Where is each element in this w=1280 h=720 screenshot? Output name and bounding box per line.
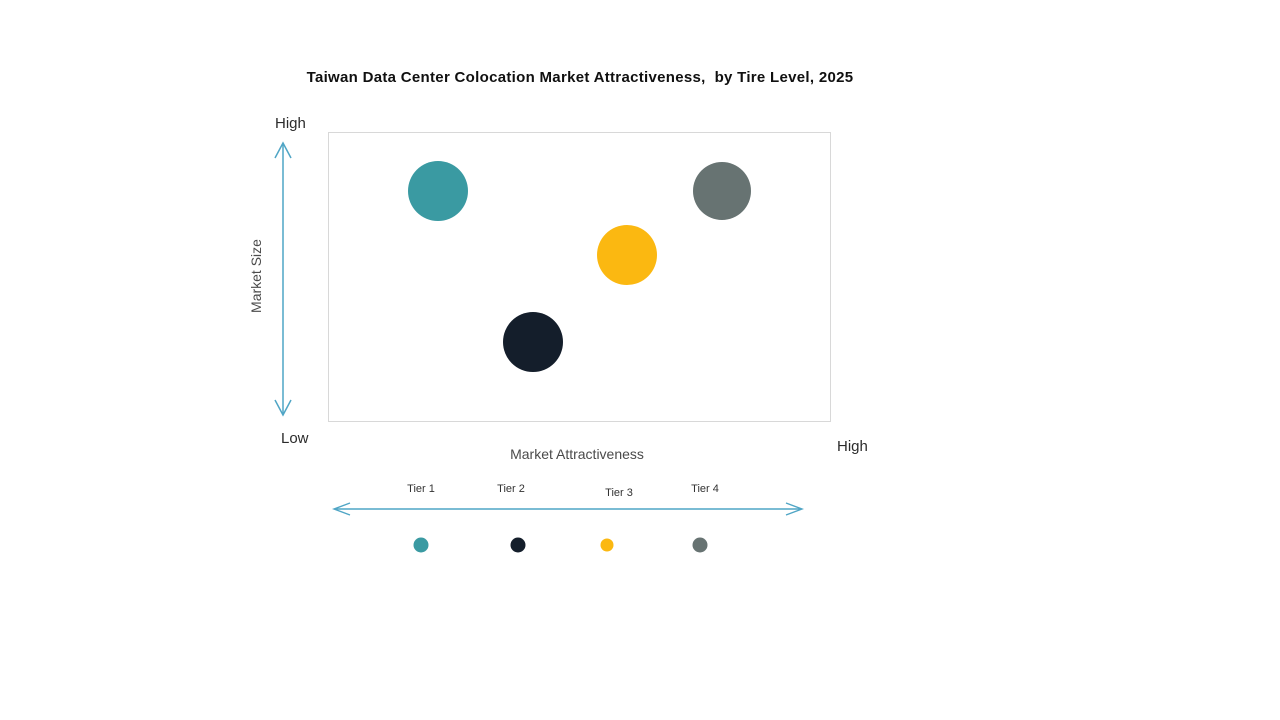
bubble-tier-4 — [693, 162, 752, 221]
x-axis-title: Market Attractiveness — [510, 446, 644, 462]
legend-label-tier-4: Tier 4 — [691, 483, 719, 495]
y-axis-title: Market Size — [248, 239, 264, 313]
legend-double-arrow-icon — [332, 502, 804, 516]
bubble-tier-2 — [502, 311, 563, 372]
legend-label-tier-1: Tier 1 — [407, 483, 435, 495]
legend-label-tier-3: Tier 3 — [605, 487, 633, 499]
legend-dot-tier-2 — [510, 537, 526, 553]
legend-dot-tier-3 — [600, 538, 614, 552]
plot-area — [328, 132, 831, 422]
chart-title: Taiwan Data Center Colocation Market Att… — [306, 69, 854, 86]
y-axis-low-label: Low — [281, 430, 309, 447]
y-axis-high-label: High — [275, 115, 306, 132]
x-axis-high-label: High — [837, 438, 868, 455]
legend-label-tier-2: Tier 2 — [497, 483, 525, 495]
legend-dot-tier-1 — [413, 537, 429, 553]
legend-dot-tier-4 — [692, 537, 708, 553]
bubble-tier-3 — [597, 225, 658, 286]
y-axis-double-arrow-icon — [274, 141, 292, 417]
bubble-tier-1 — [407, 161, 468, 222]
